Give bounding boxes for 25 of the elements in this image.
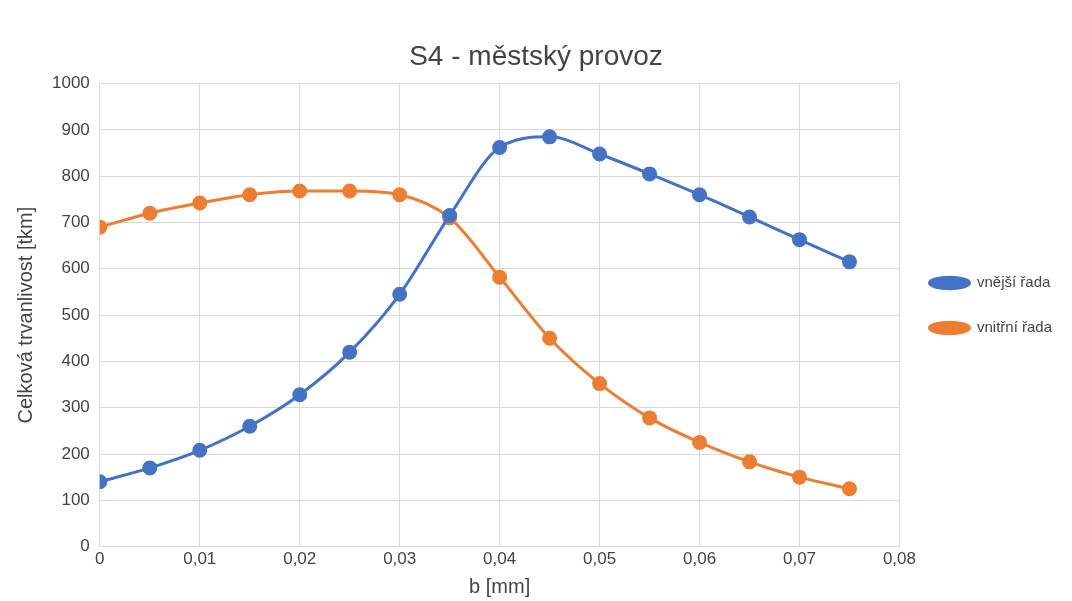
y-tick-label: 700 bbox=[61, 212, 90, 232]
y-tick-label: 400 bbox=[61, 351, 90, 371]
y-tick-label: 200 bbox=[61, 443, 90, 463]
x-tick-label: 0,08 bbox=[882, 549, 917, 569]
y-tick-label: 900 bbox=[61, 119, 90, 139]
x-tick-label: 0,01 bbox=[183, 549, 217, 569]
x-tick-label: 0,04 bbox=[483, 549, 517, 569]
x-tick-label: 0,03 bbox=[383, 549, 417, 569]
x-tick-label: 0,05 bbox=[583, 549, 617, 569]
x-tick-label: 0 bbox=[95, 549, 105, 569]
y-axis-title: Celková trvanlivost [tkm] bbox=[13, 206, 36, 424]
y-tick-label: 300 bbox=[61, 397, 90, 417]
x-tick-label: 0,06 bbox=[683, 549, 717, 569]
y-tick-label: 800 bbox=[61, 165, 90, 185]
legend-label: vnější řada bbox=[976, 273, 1051, 291]
chart-title: S4 - městský provoz bbox=[409, 39, 663, 71]
y-tick-label: 0 bbox=[80, 536, 90, 556]
x-axis-title: b [mm] bbox=[469, 574, 531, 597]
y-tick-label: 500 bbox=[61, 304, 90, 324]
legend-label: vnitřní řada bbox=[976, 318, 1053, 336]
y-tick-label: 100 bbox=[61, 489, 90, 509]
x-tick-label: 0,02 bbox=[283, 549, 317, 569]
y-tick-label: 600 bbox=[61, 258, 90, 278]
x-tick-label: 0,07 bbox=[782, 549, 817, 569]
y-tick-label: 1000 bbox=[51, 73, 90, 93]
